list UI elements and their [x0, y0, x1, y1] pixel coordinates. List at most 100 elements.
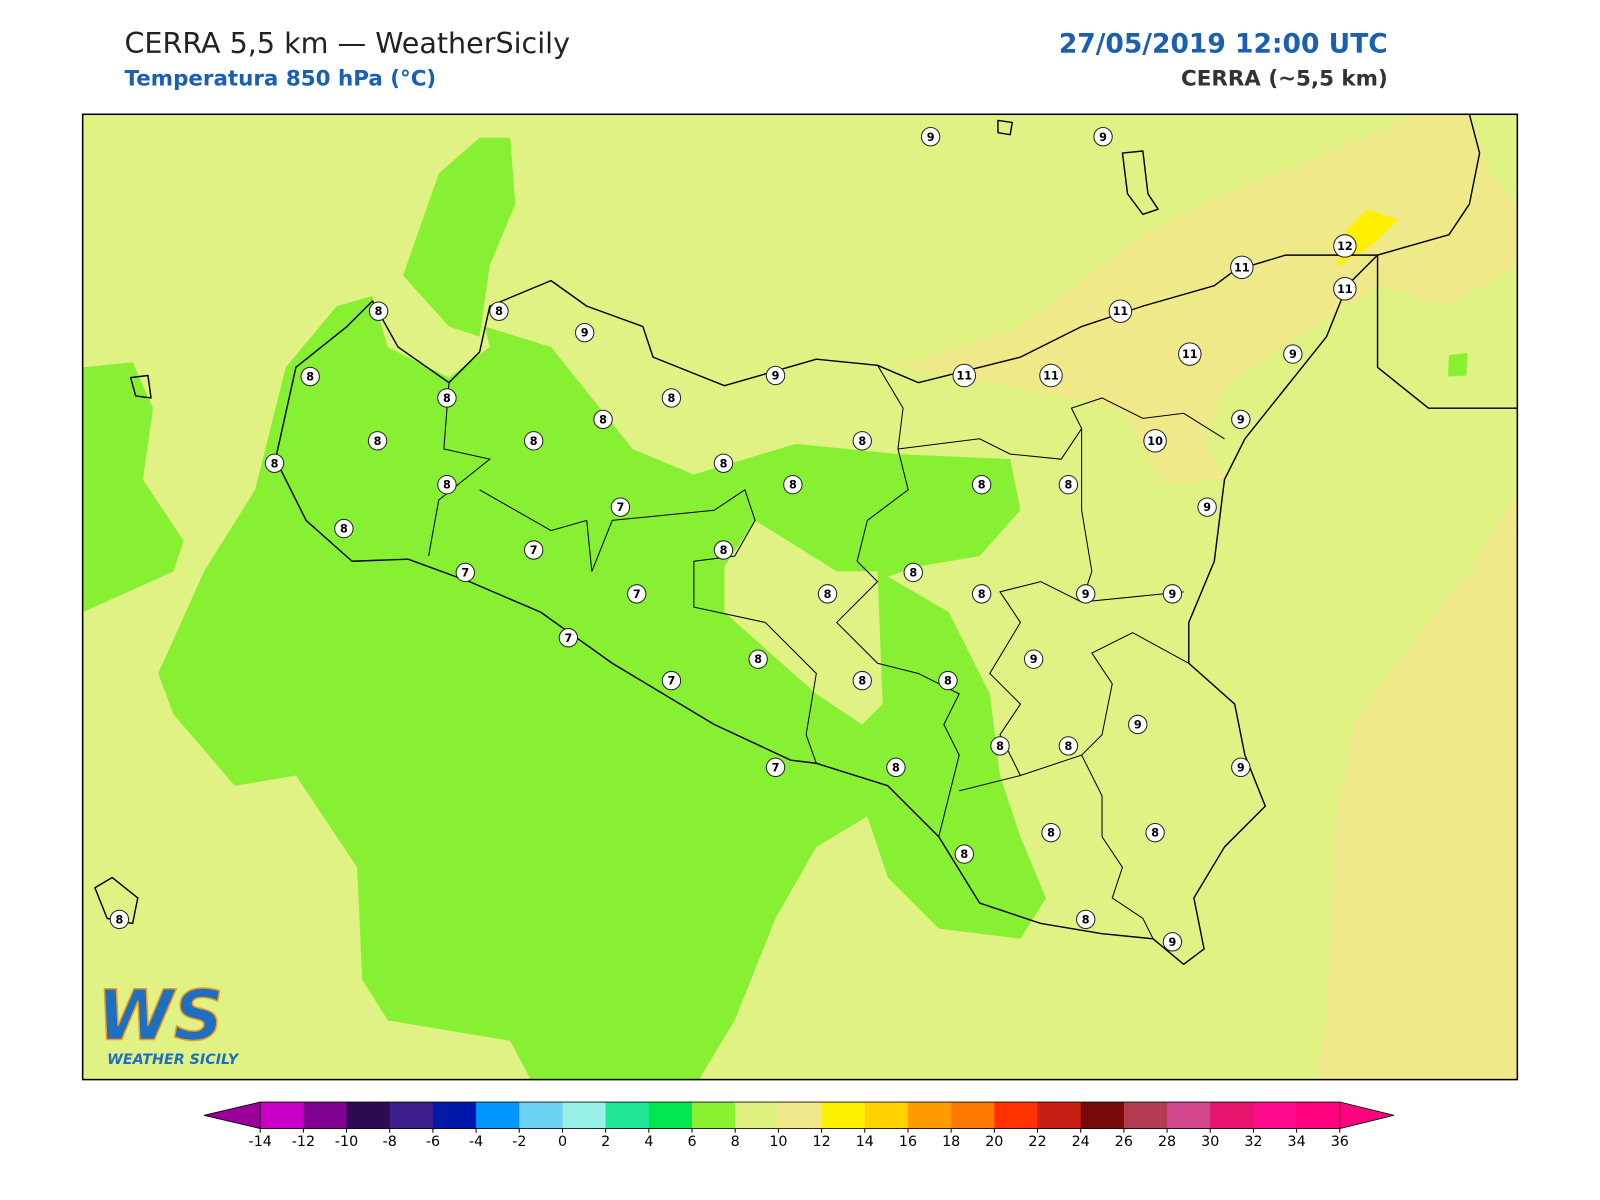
- station-value: 8: [720, 457, 728, 470]
- station-marker: [437, 388, 457, 408]
- station-marker: [1145, 822, 1165, 843]
- station-marker: [1093, 127, 1113, 147]
- station-value: 9: [1134, 719, 1142, 732]
- station-marker: [575, 322, 595, 343]
- colorbar-segment: [907, 1102, 952, 1129]
- station-value: 8: [1047, 827, 1055, 840]
- station-marker: [300, 366, 320, 387]
- station-value: 7: [617, 501, 625, 514]
- station-marker: [627, 584, 647, 604]
- station-value: 7: [772, 761, 780, 774]
- colorbar-tick-label: -14: [249, 1134, 272, 1150]
- station-marker: [264, 453, 285, 473]
- station-value: 8: [978, 588, 986, 601]
- station-marker: [1058, 475, 1079, 495]
- station-marker: [109, 909, 130, 930]
- colorbar-segment: [389, 1102, 434, 1129]
- colorbar-tick-label: 6: [688, 1134, 697, 1150]
- station-marker: [661, 388, 682, 408]
- station-value: 8: [824, 588, 832, 601]
- station-marker: [1333, 277, 1357, 301]
- colorbar: -14 -12 -10 -8 -6 -4 -2 0 2 4 6 8 10 12 14 16 18 20 22 24 26…: [203, 1101, 1394, 1150]
- colorbar-segment: [864, 1102, 909, 1129]
- station-value: 9: [1169, 936, 1177, 949]
- station-value: 8: [115, 913, 123, 926]
- coastline: [94, 114, 1518, 965]
- colorbar-segment: [692, 1102, 736, 1129]
- colorbar-segment: [1167, 1102, 1211, 1129]
- colorbar-tick-label: -12: [292, 1134, 315, 1150]
- station-value: 9: [1030, 653, 1038, 666]
- field-10-12: [897, 114, 1518, 1080]
- station-value: 8: [892, 761, 900, 774]
- station-value: 8: [668, 392, 676, 405]
- colorbar-segment: [1210, 1102, 1254, 1129]
- station-marker: [558, 628, 579, 648]
- station-marker: [748, 649, 768, 669]
- station-marker: [1283, 344, 1303, 364]
- colorbar-segment: [1253, 1102, 1298, 1129]
- colorbar-tick-label: 20: [985, 1134, 1003, 1150]
- colorbar-segment: [562, 1102, 607, 1129]
- colorbar-segment: [605, 1102, 650, 1129]
- title: CERRA 5,5 km — WeatherSicily: [124, 26, 570, 60]
- station-value: 8: [530, 435, 538, 448]
- station-value: 8: [909, 566, 917, 579]
- station-value: 9: [581, 327, 589, 340]
- colorbar-tick-label: 16: [899, 1134, 917, 1150]
- station-value: 9: [1099, 131, 1107, 144]
- colorbar-segment: [432, 1102, 477, 1129]
- station-marker: [1197, 497, 1217, 517]
- station-marker: [1143, 429, 1167, 453]
- colorbar-segment: [1037, 1102, 1082, 1129]
- station-marker: [971, 475, 992, 495]
- colorbar-segment: [346, 1102, 391, 1129]
- station-marker: [1231, 409, 1251, 430]
- station-marker: [713, 540, 734, 560]
- colorbar-segment: [519, 1102, 563, 1129]
- colorbar-segment: [303, 1102, 348, 1129]
- station-value: 8: [1151, 827, 1159, 840]
- station-marker: [783, 475, 803, 495]
- station-value: 8: [271, 457, 279, 470]
- station-value: 10: [1147, 435, 1163, 448]
- colorbar-segment: [260, 1102, 304, 1129]
- station-marker: [523, 431, 544, 451]
- station-marker: [886, 757, 906, 778]
- colorbar-under: [203, 1101, 261, 1130]
- station-marker: [1230, 255, 1254, 280]
- station-marker: [1076, 584, 1096, 604]
- station-marker: [852, 431, 872, 451]
- station-marker: [489, 301, 509, 321]
- station-marker: [610, 497, 631, 517]
- colorbar-tick-label: 14: [856, 1134, 874, 1150]
- station-value: 7: [461, 566, 469, 579]
- station-value: 9: [927, 131, 935, 144]
- colorbar-over: [1339, 1101, 1394, 1130]
- colorbar-tick-label: 28: [1158, 1134, 1176, 1150]
- station-value: 7: [530, 544, 538, 557]
- station-value: 9: [1169, 588, 1177, 601]
- station-marker: [455, 562, 475, 583]
- station-value: 9: [1082, 588, 1090, 601]
- model: CERRA (~5,5 km): [1181, 67, 1388, 92]
- station-marker: [1128, 714, 1148, 735]
- colorbar-tick-label: 24: [1072, 1134, 1090, 1150]
- colorbar-tick-label: -8: [383, 1134, 397, 1150]
- colorbar-segment: [735, 1102, 779, 1129]
- station-value: 8: [443, 479, 451, 492]
- logo: WS WEATHER SICILY: [96, 976, 240, 1069]
- station-marker: [1231, 757, 1251, 778]
- colorbar-tick-label: 18: [942, 1134, 960, 1150]
- station-value: 8: [340, 523, 348, 536]
- station-value: 11: [956, 370, 972, 383]
- station-marker: [938, 670, 958, 691]
- colorbar-tick-label: 8: [731, 1134, 740, 1150]
- colorbar-segment: [1123, 1102, 1168, 1129]
- station-marker: [920, 127, 941, 147]
- station-marker: [1162, 584, 1183, 604]
- colorbar-tick-label: 0: [558, 1134, 567, 1150]
- station-value: 11: [1113, 305, 1129, 318]
- station-marker: [954, 844, 974, 864]
